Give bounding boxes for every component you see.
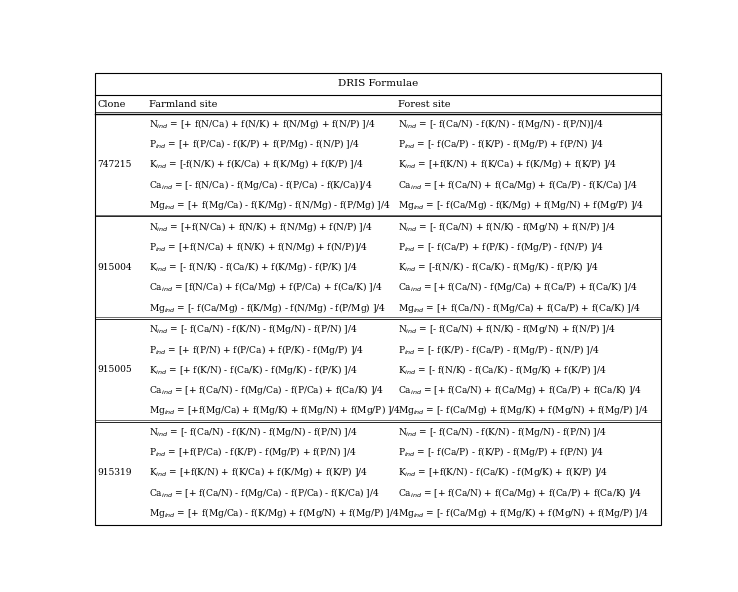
Text: Ca$_{ind}$ = [+ f(Ca/N) + f(Ca/Mg) + f(Ca/P) + f(Ca/K) ]/4: Ca$_{ind}$ = [+ f(Ca/N) + f(Ca/Mg) + f(C… (398, 485, 642, 500)
Text: Mg$_{ind}$ = [+ f(Mg/Ca) - f(K/Mg) + f(Mg/N) + f(Mg/P) ]/4: Mg$_{ind}$ = [+ f(Mg/Ca) - f(K/Mg) + f(M… (149, 506, 399, 520)
Text: N$_{ind}$ = [- f(Ca/N) - f(K/N) - f(Mg/N) - f(P/N) ]/4: N$_{ind}$ = [- f(Ca/N) - f(K/N) - f(Mg/N… (149, 322, 358, 336)
Text: 915005: 915005 (97, 365, 132, 374)
Text: Ca$_{ind}$ = [+ f(Ca/N) + f(Ca/Mg) + f(Ca/P) + f(Ca/K) ]/4: Ca$_{ind}$ = [+ f(Ca/N) + f(Ca/Mg) + f(C… (398, 383, 642, 397)
Text: Mg$_{ind}$ = [- f(Ca/Mg) - f(K/Mg) + f(Mg/N) + f(Mg/P) ]/4: Mg$_{ind}$ = [- f(Ca/Mg) - f(K/Mg) + f(M… (398, 198, 644, 212)
Text: Clone: Clone (97, 99, 125, 109)
Text: N$_{ind}$ = [- f(Ca/N) - f(K/N) - f(Mg/N) - f(P/N) ]/4: N$_{ind}$ = [- f(Ca/N) - f(K/N) - f(Mg/N… (149, 425, 358, 439)
Text: Mg$_{ind}$ = [- f(Ca/Mg) + f(Mg/K) + f(Mg/N) + f(Mg/P) ]/4: Mg$_{ind}$ = [- f(Ca/Mg) + f(Mg/K) + f(M… (398, 506, 648, 520)
Text: K$_{ind}$ = [+f(K/N) + f(K/Ca) + f(K/Mg) + f(K/P) ]/4: K$_{ind}$ = [+f(K/N) + f(K/Ca) + f(K/Mg)… (398, 157, 617, 172)
Text: Ca$_{ind}$ = [f(N/Ca) + f(Ca/Mg) + f(P/Ca) + f(Ca/K) ]/4: Ca$_{ind}$ = [f(N/Ca) + f(Ca/Mg) + f(P/C… (149, 281, 383, 294)
Text: 747215: 747215 (97, 160, 132, 169)
Text: N$_{ind}$ = [- f(Ca/N) + f(N/K) - f(Mg/N) + f(N/P) ]/4: N$_{ind}$ = [- f(Ca/N) + f(N/K) - f(Mg/N… (398, 220, 615, 234)
Text: K$_{ind}$ = [- f(N/K) - f(Ca/K) - f(Mg/K) + f(K/P) ]/4: K$_{ind}$ = [- f(N/K) - f(Ca/K) - f(Mg/K… (398, 363, 607, 377)
Text: N$_{ind}$ = [- f(Ca/N) - f(K/N) - f(Mg/N) - f(P/N)]/4: N$_{ind}$ = [- f(Ca/N) - f(K/N) - f(Mg/N… (398, 117, 604, 131)
Text: P$_{ind}$ = [- f(Ca/P) + f(P/K) - f(Mg/P) - f(N/P) ]/4: P$_{ind}$ = [- f(Ca/P) + f(P/K) - f(Mg/P… (398, 240, 604, 254)
Text: P$_{ind}$ = [+f(N/Ca) + f(N/K) + f(N/Mg) + f(N/P)]/4: P$_{ind}$ = [+f(N/Ca) + f(N/K) + f(N/Mg)… (149, 240, 368, 254)
Text: P$_{ind}$ = [+ f(P/Ca) - f(K/P) + f(P/Mg) - f(N/P) ]/4: P$_{ind}$ = [+ f(P/Ca) - f(K/P) + f(P/Mg… (149, 137, 359, 151)
Text: K$_{ind}$ = [- f(N/K) - f(Ca/K) + f(K/Mg) - f(P/K) ]/4: K$_{ind}$ = [- f(N/K) - f(Ca/K) + f(K/Mg… (149, 260, 357, 274)
Text: Ca$_{ind}$ = [+ f(Ca/N) + f(Ca/Mg) + f(Ca/P) - f(K/Ca) ]/4: Ca$_{ind}$ = [+ f(Ca/N) + f(Ca/Mg) + f(C… (398, 178, 638, 192)
Text: Ca$_{ind}$ = [+ f(Ca/N) - f(Mg/Ca) + f(Ca/P) + f(Ca/K) ]/4: Ca$_{ind}$ = [+ f(Ca/N) - f(Mg/Ca) + f(C… (398, 281, 638, 294)
Text: P$_{ind}$ = [+f(P/Ca) - f(K/P) - f(Mg/P) + f(P/N) ]/4: P$_{ind}$ = [+f(P/Ca) - f(K/P) - f(Mg/P)… (149, 445, 356, 459)
Text: DRIS Formulae: DRIS Formulae (338, 79, 418, 88)
Text: K$_{ind}$ = [-f(N/K) + f(K/Ca) + f(K/Mg) + f(K/P) ]/4: K$_{ind}$ = [-f(N/K) + f(K/Ca) + f(K/Mg)… (149, 157, 364, 172)
Text: N$_{ind}$ = [- f(Ca/N) - f(K/N) - f(Mg/N) - f(P/N) ]/4: N$_{ind}$ = [- f(Ca/N) - f(K/N) - f(Mg/N… (398, 425, 607, 439)
Text: Ca$_{ind}$ = [+ f(Ca/N) - f(Mg/Ca) - f(P/Ca) + f(Ca/K) ]/4: Ca$_{ind}$ = [+ f(Ca/N) - f(Mg/Ca) - f(P… (149, 383, 384, 397)
Text: N$_{ind}$ = [- f(Ca/N) + f(N/K) - f(Mg/N) + f(N/P) ]/4: N$_{ind}$ = [- f(Ca/N) + f(N/K) - f(Mg/N… (398, 322, 615, 336)
Text: Farmland site: Farmland site (149, 99, 217, 109)
Text: Mg$_{ind}$ = [+f(Mg/Ca) + f(Mg/K) + f(Mg/N) + f(Mg/P) ]/4: Mg$_{ind}$ = [+f(Mg/Ca) + f(Mg/K) + f(Mg… (149, 403, 401, 417)
Text: N$_{ind}$ = [+f(N/Ca) + f(N/K) + f(N/Mg) + f(N/P) ]/4: N$_{ind}$ = [+f(N/Ca) + f(N/K) + f(N/Mg)… (149, 220, 373, 234)
Text: Ca$_{ind}$ = [- f(N/Ca) - f(Mg/Ca) - f(P/Ca) - f(K/Ca)]/4: Ca$_{ind}$ = [- f(N/Ca) - f(Mg/Ca) - f(P… (149, 178, 372, 192)
Text: Forest site: Forest site (398, 99, 450, 109)
Text: K$_{ind}$ = [+f(K/N) - f(Ca/K) - f(Mg/K) + f(K/P) ]/4: K$_{ind}$ = [+f(K/N) - f(Ca/K) - f(Mg/K)… (398, 465, 608, 480)
Text: P$_{ind}$ = [+ f(P/N) + f(P/Ca) + f(P/K) - f(Mg/P) ]/4: P$_{ind}$ = [+ f(P/N) + f(P/Ca) + f(P/K)… (149, 343, 364, 356)
Text: K$_{ind}$ = [+f(K/N) + f(K/Ca) + f(K/Mg) + f(K/P) ]/4: K$_{ind}$ = [+f(K/N) + f(K/Ca) + f(K/Mg)… (149, 465, 368, 480)
Text: Mg$_{ind}$ = [+ f(Mg/Ca) - f(K/Mg) - f(N/Mg) - f(P/Mg) ]/4: Mg$_{ind}$ = [+ f(Mg/Ca) - f(K/Mg) - f(N… (149, 198, 390, 212)
Text: Mg$_{ind}$ = [- f(Ca/Mg) + f(Mg/K) + f(Mg/N) + f(Mg/P) ]/4: Mg$_{ind}$ = [- f(Ca/Mg) + f(Mg/K) + f(M… (398, 403, 648, 417)
Text: 915004: 915004 (97, 263, 132, 272)
Text: P$_{ind}$ = [- f(K/P) - f(Ca/P) - f(Mg/P) - f(N/P) ]/4: P$_{ind}$ = [- f(K/P) - f(Ca/P) - f(Mg/P… (398, 343, 599, 356)
Text: Mg$_{ind}$ = [- f(Ca/Mg) - f(K/Mg) - f(N/Mg) - f(P/Mg) ]/4: Mg$_{ind}$ = [- f(Ca/Mg) - f(K/Mg) - f(N… (149, 301, 386, 314)
Text: K$_{ind}$ = [+ f(K/N) - f(Ca/K) - f(Mg/K) - f(P/K) ]/4: K$_{ind}$ = [+ f(K/N) - f(Ca/K) - f(Mg/K… (149, 363, 357, 377)
Text: P$_{ind}$ = [- f(Ca/P) - f(K/P) - f(Mg/P) + f(P/N) ]/4: P$_{ind}$ = [- f(Ca/P) - f(K/P) - f(Mg/P… (398, 445, 604, 459)
Text: Mg$_{ind}$ = [+ f(Ca/N) - f(Mg/Ca) + f(Ca/P) + f(Ca/K) ]/4: Mg$_{ind}$ = [+ f(Ca/N) - f(Mg/Ca) + f(C… (398, 301, 640, 314)
Text: P$_{ind}$ = [- f(Ca/P) - f(K/P) - f(Mg/P) + f(P/N) ]/4: P$_{ind}$ = [- f(Ca/P) - f(K/P) - f(Mg/P… (398, 137, 604, 151)
Text: K$_{ind}$ = [-f(N/K) - f(Ca/K) - f(Mg/K) - f(P/K) ]/4: K$_{ind}$ = [-f(N/K) - f(Ca/K) - f(Mg/K)… (398, 260, 599, 274)
Text: Ca$_{ind}$ = [+ f(Ca/N) - f(Mg/Ca) - f(P/Ca) - f(K/Ca) ]/4: Ca$_{ind}$ = [+ f(Ca/N) - f(Mg/Ca) - f(P… (149, 485, 379, 500)
Text: 915319: 915319 (97, 468, 132, 477)
Text: N$_{ind}$ = [+ f(N/Ca) + f(N/K) + f(N/Mg) + f(N/P) ]/4: N$_{ind}$ = [+ f(N/Ca) + f(N/K) + f(N/Mg… (149, 117, 376, 131)
